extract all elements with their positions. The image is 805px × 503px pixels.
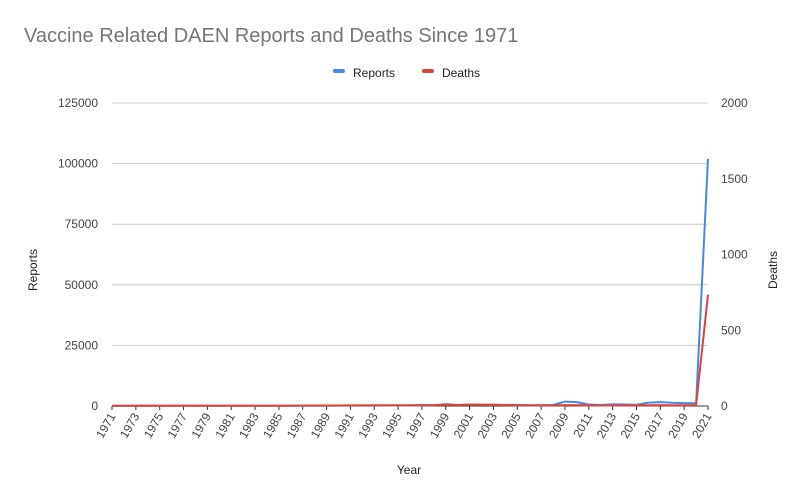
x-tick-label: 2017	[641, 410, 667, 440]
y-tick-label: 100000	[58, 157, 98, 171]
x-tick-label: 1989	[308, 410, 334, 440]
chart-title: Vaccine Related DAEN Reports and Deaths …	[24, 25, 519, 47]
x-tick-label: 2007	[522, 410, 548, 440]
y2-tick-label: 1500	[721, 172, 748, 186]
y2-tick-label: 500	[721, 323, 741, 337]
x-tick-label: 1997	[403, 410, 429, 440]
legend-label-deaths: Deaths	[442, 66, 480, 80]
x-tick-label: 2019	[665, 410, 691, 440]
legend-label-reports: Reports	[353, 66, 395, 80]
y-tick-label: 125000	[58, 96, 98, 110]
x-tick-label: 1999	[427, 410, 453, 440]
x-tick-label: 1979	[188, 410, 214, 440]
x-tick-label: 2015	[618, 410, 644, 440]
y-axis-title: Reports	[26, 249, 40, 291]
y-tick-label: 50000	[65, 278, 99, 292]
x-tick-label: 1983	[236, 410, 262, 440]
x-tick-label: 1995	[379, 410, 405, 440]
legend-swatch-reports	[333, 69, 345, 73]
x-tick-label: 2001	[451, 410, 477, 440]
x-tick-label: 1991	[332, 410, 358, 440]
legend-swatch-deaths	[422, 69, 434, 73]
x-tick-label: 1985	[260, 410, 286, 440]
x-tick-label: 1987	[284, 410, 310, 440]
x-tick-label: 1973	[117, 410, 143, 440]
y2-tick-label: 2000	[721, 96, 748, 110]
x-tick-label: 2011	[570, 410, 595, 440]
x-tick-label: 2005	[498, 410, 524, 440]
x-tick-label: 1975	[141, 410, 167, 440]
series-line-reports	[112, 158, 709, 407]
y-tick-label: 75000	[65, 217, 99, 231]
x-tick-label: 1971	[93, 410, 119, 440]
y2-axis-title: Deaths	[766, 251, 780, 289]
x-tick-label: 2003	[475, 410, 501, 440]
x-tick-label: 1993	[355, 410, 381, 440]
x-tick-label: 2009	[546, 410, 572, 440]
y2-tick-label: 0	[721, 399, 728, 413]
y-tick-label: 0	[91, 399, 98, 413]
x-tick-label: 1981	[212, 410, 238, 440]
x-tick-label: 2013	[594, 410, 620, 440]
y2-tick-label: 1000	[721, 248, 748, 262]
y-tick-label: 25000	[65, 338, 99, 352]
series-line-deaths	[112, 294, 709, 407]
x-axis-title: Year	[397, 463, 421, 477]
x-tick-label: 1977	[165, 410, 191, 440]
x-tick-label: 2021	[689, 410, 715, 440]
